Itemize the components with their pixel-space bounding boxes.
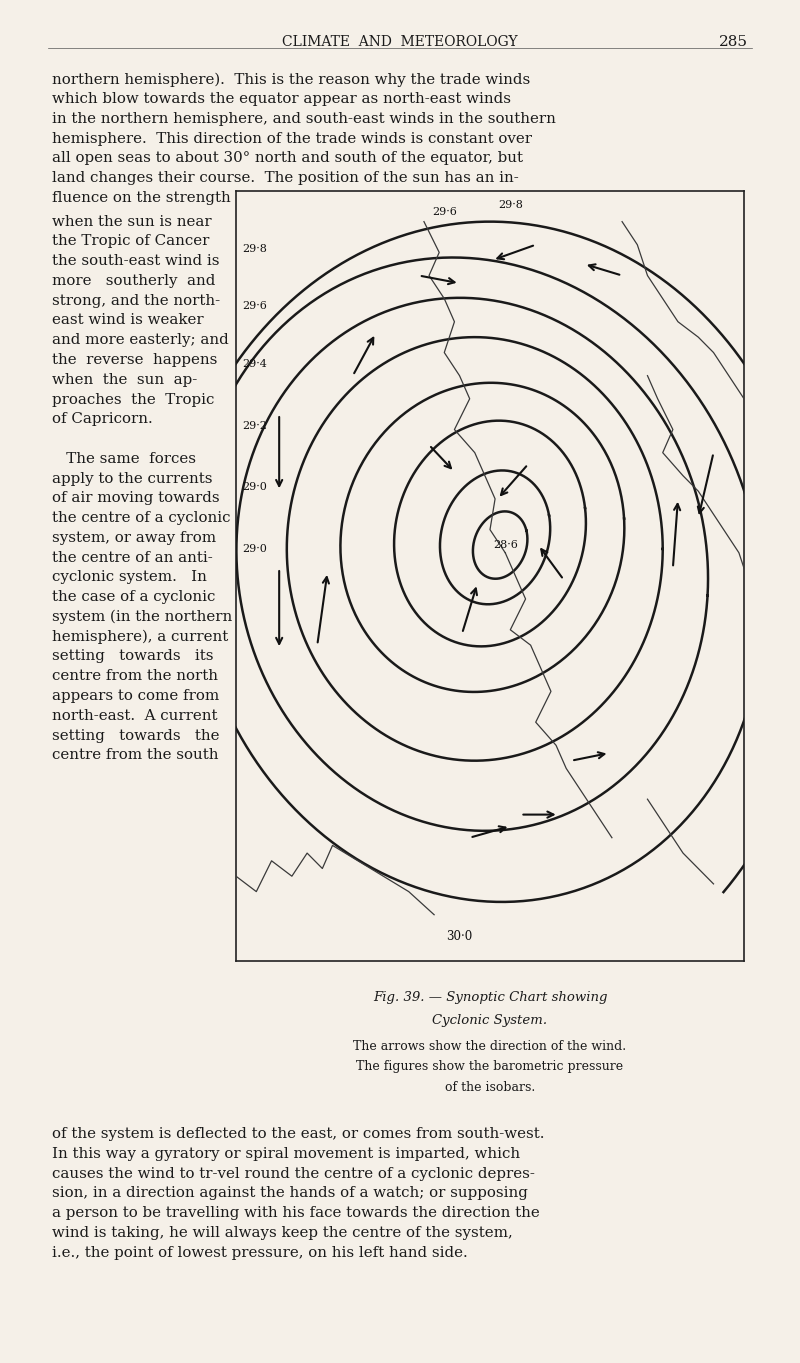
Text: the case of a cyclonic: the case of a cyclonic — [52, 590, 215, 604]
Text: centre from the south: centre from the south — [52, 748, 218, 762]
Text: fluence on the strength and direction of these trade winds;: fluence on the strength and direction of… — [52, 191, 503, 204]
Text: a person to be travelling with his face towards the direction the: a person to be travelling with his face … — [52, 1206, 540, 1220]
Text: 29·6: 29·6 — [432, 207, 457, 217]
Text: strong, and the north-: strong, and the north- — [52, 293, 220, 308]
Text: wind is taking, he will always keep the centre of the system,: wind is taking, he will always keep the … — [52, 1227, 513, 1240]
Text: of Capricorn.: of Capricorn. — [52, 412, 153, 427]
Text: appears to come from: appears to come from — [52, 688, 219, 703]
Text: 29·0: 29·0 — [242, 544, 267, 553]
Text: Cyclonic System.: Cyclonic System. — [433, 1014, 547, 1028]
Text: hemisphere.  This direction of the trade winds is constant over: hemisphere. This direction of the trade … — [52, 131, 532, 146]
Text: proaches  the  Tropic: proaches the Tropic — [52, 393, 214, 406]
Text: which blow towards the equator appear as north-east winds: which blow towards the equator appear as… — [52, 93, 511, 106]
Text: system, or away from: system, or away from — [52, 530, 216, 545]
Text: the  reverse  happens: the reverse happens — [52, 353, 218, 367]
Text: system (in the northern: system (in the northern — [52, 609, 232, 624]
Text: east wind is weaker: east wind is weaker — [52, 313, 204, 327]
Text: setting   towards   its: setting towards its — [52, 649, 214, 664]
Text: north-east.  A current: north-east. A current — [52, 709, 218, 722]
Text: The arrows show the direction of the wind.: The arrows show the direction of the win… — [354, 1040, 626, 1054]
Text: of the system is deflected to the east, or comes from south-west.: of the system is deflected to the east, … — [52, 1127, 545, 1141]
Text: 29·6: 29·6 — [242, 301, 267, 311]
Text: sion, in a direction against the hands of a watch; or supposing: sion, in a direction against the hands o… — [52, 1186, 528, 1201]
Text: 29·4: 29·4 — [242, 358, 267, 369]
Text: The same  forces: The same forces — [52, 451, 196, 466]
Text: 29·8: 29·8 — [498, 200, 522, 210]
Text: land changes their course.  The position of the sun has an in-: land changes their course. The position … — [52, 170, 518, 185]
Text: the south-east wind is: the south-east wind is — [52, 254, 219, 269]
Text: hemisphere), a current: hemisphere), a current — [52, 630, 228, 645]
Text: of air moving towards: of air moving towards — [52, 491, 220, 506]
Text: centre from the north: centre from the north — [52, 669, 218, 683]
Text: setting   towards   the: setting towards the — [52, 728, 219, 743]
Text: In this way a gyratory or spiral movement is imparted, which: In this way a gyratory or spiral movemen… — [52, 1148, 520, 1161]
Text: causes the wind to tr­vel round the centre of a cyclonic depres-: causes the wind to tr­vel round the cent… — [52, 1167, 535, 1180]
Text: cyclonic system.   In: cyclonic system. In — [52, 570, 207, 585]
Text: all open seas to about 30° north and south of the equator, but: all open seas to about 30° north and sou… — [52, 151, 523, 165]
Text: i.e., the point of lowest pressure, on his left hand side.: i.e., the point of lowest pressure, on h… — [52, 1246, 468, 1259]
Text: more   southerly  and: more southerly and — [52, 274, 215, 288]
Text: the centre of an anti-: the centre of an anti- — [52, 551, 213, 564]
Text: when the sun is near: when the sun is near — [52, 214, 212, 229]
Text: in the northern hemisphere, and south-east winds in the southern: in the northern hemisphere, and south-ea… — [52, 112, 556, 125]
Text: northern hemisphere).  This is the reason why the trade winds: northern hemisphere). This is the reason… — [52, 72, 530, 87]
Text: and more easterly; and: and more easterly; and — [52, 333, 229, 348]
Text: 285: 285 — [719, 35, 748, 49]
Text: 29·2: 29·2 — [242, 421, 267, 431]
Text: 28·6: 28·6 — [493, 540, 518, 551]
Text: 30·0: 30·0 — [446, 930, 473, 943]
Text: 29·0: 29·0 — [242, 483, 267, 492]
Text: 29·8: 29·8 — [242, 244, 267, 254]
Text: of the isobars.: of the isobars. — [445, 1081, 535, 1094]
Text: when  the  sun  ap-: when the sun ap- — [52, 372, 198, 387]
Text: the centre of a cyclonic: the centre of a cyclonic — [52, 511, 230, 525]
Text: CLIMATE  AND  METEOROLOGY: CLIMATE AND METEOROLOGY — [282, 35, 518, 49]
Text: the Tropic of Cancer: the Tropic of Cancer — [52, 234, 210, 248]
Text: apply to the currents: apply to the currents — [52, 472, 213, 485]
Text: The figures show the barometric pressure: The figures show the barometric pressure — [357, 1060, 623, 1074]
Text: Fig. 39. — Synoptic Chart showing: Fig. 39. — Synoptic Chart showing — [373, 991, 607, 1005]
